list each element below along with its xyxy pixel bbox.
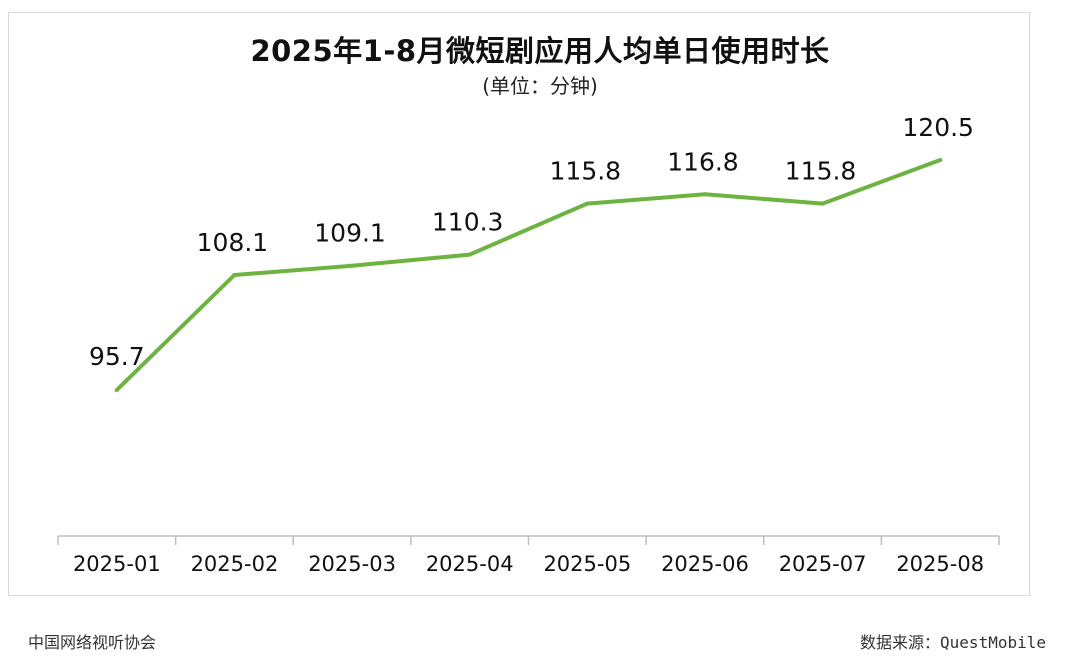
- data-label: 115.8: [785, 157, 857, 186]
- x-tick-label: 2025-01: [73, 552, 161, 576]
- x-tick-label: 2025-04: [426, 552, 514, 576]
- x-tick-label: 2025-06: [661, 552, 749, 576]
- chart-title: 2025年1-8月微短剧应用人均单日使用时长: [250, 34, 830, 68]
- x-tick-label: 2025-05: [543, 552, 631, 576]
- data-label: 95.7: [89, 342, 145, 371]
- data-label: 108.1: [197, 228, 269, 257]
- data-point: [467, 252, 472, 257]
- data-label: 109.1: [314, 219, 386, 248]
- chart-subtitle: (单位：分钟): [482, 74, 598, 98]
- data-point: [232, 273, 237, 277]
- data-label: 116.8: [667, 147, 739, 176]
- x-tick-labels: 2025-01 2025-02 2025-03 2025-04 2025-05 2025-…: [73, 552, 984, 576]
- data-point: [585, 201, 590, 206]
- data-point: [114, 388, 119, 392]
- chart-frame: [8, 12, 1030, 596]
- series-line: [114, 158, 943, 392]
- footer-organization: 中国网络视听协会: [28, 633, 157, 652]
- footer-source: 数据来源：QuestMobile: [860, 633, 1046, 652]
- x-tick-label: 2025-08: [896, 552, 984, 576]
- data-label: 115.8: [550, 157, 622, 186]
- data-point: [820, 201, 825, 206]
- data-point: [350, 263, 355, 268]
- data-labels: 95.7 108.1 109.1 110.3 115.8 116.8 115.8 120.5: [89, 113, 974, 371]
- data-label: 120.5: [902, 113, 974, 142]
- x-tick-label: 2025-07: [779, 552, 867, 576]
- x-tick-label: 2025-02: [191, 552, 279, 576]
- data-point: [702, 192, 707, 197]
- series-line-group: [114, 158, 943, 392]
- data-point: [938, 158, 943, 162]
- data-label: 110.3: [432, 208, 504, 237]
- x-tick-label: 2025-03: [308, 552, 396, 576]
- x-axis: [57, 535, 1000, 545]
